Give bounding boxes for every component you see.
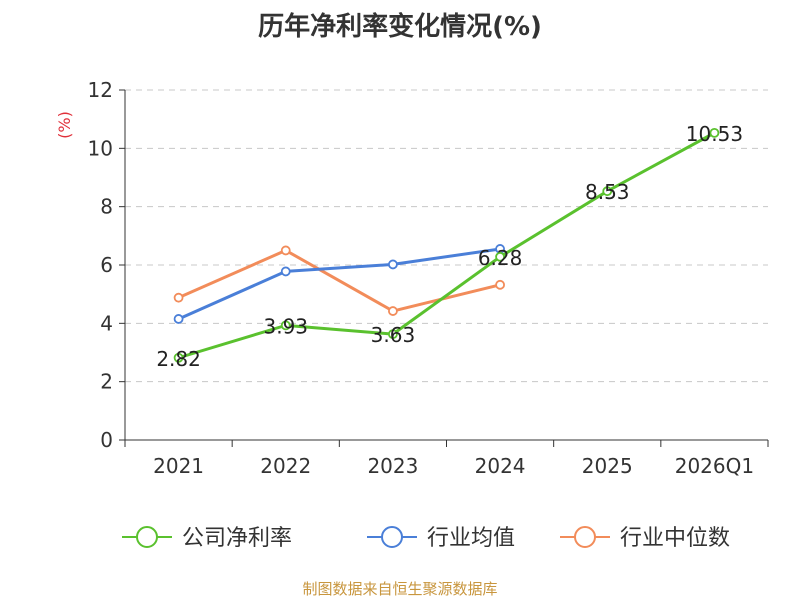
x-tick-label: 2022 bbox=[260, 454, 311, 478]
y-tick-label: 10 bbox=[88, 136, 113, 160]
y-tick-label: 12 bbox=[88, 78, 113, 102]
x-tick-label: 2025 bbox=[582, 454, 633, 478]
x-tick-label: 2021 bbox=[153, 454, 204, 478]
data-point bbox=[280, 245, 291, 256]
legend-marker bbox=[381, 526, 403, 548]
y-tick-label: 8 bbox=[100, 195, 113, 219]
x-tick-label: 2026Q1 bbox=[675, 454, 754, 478]
y-tick-label: 4 bbox=[100, 311, 113, 335]
chart-title: 历年净利率变化情况(%) bbox=[258, 12, 542, 42]
legend-marker bbox=[136, 526, 158, 548]
grid-lines bbox=[125, 89, 768, 383]
data-point bbox=[388, 306, 398, 316]
data-label: 8.53 bbox=[585, 180, 630, 204]
y-tick-label: 6 bbox=[100, 253, 113, 277]
legend-label: 公司净利率 bbox=[182, 526, 292, 551]
data-label: 2.82 bbox=[156, 347, 201, 371]
series-line bbox=[177, 247, 501, 321]
data-point bbox=[173, 314, 184, 324]
x-tick-label: 2024 bbox=[475, 454, 526, 478]
y-axis-label: (%) bbox=[55, 111, 74, 139]
data-label: 3.63 bbox=[371, 323, 416, 347]
data-point bbox=[388, 329, 398, 340]
y-tick-label: 2 bbox=[100, 370, 113, 394]
legend: 公司净利率 行业均值 行业中位数 bbox=[122, 526, 730, 551]
series-line bbox=[178, 131, 716, 360]
source-note: 制图数据来自恒生聚源数据库 bbox=[302, 580, 498, 598]
data-label: 6.28 bbox=[478, 246, 523, 270]
x-tick-labels: 2021 2022 2023 2024 2025 2026Q1 bbox=[153, 454, 754, 478]
data-labels: 2.82 3.93 3.63 6.28 8.53 10.53 bbox=[156, 122, 743, 371]
series-lines bbox=[173, 127, 720, 363]
legend-label: 行业中位数 bbox=[620, 526, 730, 551]
y-tick-label: 0 bbox=[100, 428, 113, 452]
y-tick-labels: 0 2 4 6 8 10 12 bbox=[88, 78, 113, 452]
data-point bbox=[173, 352, 184, 363]
data-label: 10.53 bbox=[686, 122, 743, 146]
data-label: 3.93 bbox=[263, 314, 308, 338]
data-point bbox=[709, 127, 720, 138]
data-point bbox=[173, 292, 184, 303]
series-line bbox=[177, 248, 501, 313]
data-point bbox=[280, 320, 291, 331]
x-tick-label: 2023 bbox=[367, 454, 418, 478]
data-point bbox=[495, 279, 505, 290]
data-point bbox=[280, 266, 291, 277]
data-point bbox=[388, 259, 398, 270]
axes bbox=[119, 89, 769, 447]
data-point bbox=[602, 186, 613, 197]
data-point bbox=[495, 251, 505, 262]
legend-label: 行业均值 bbox=[427, 526, 515, 551]
legend-marker bbox=[574, 526, 596, 548]
